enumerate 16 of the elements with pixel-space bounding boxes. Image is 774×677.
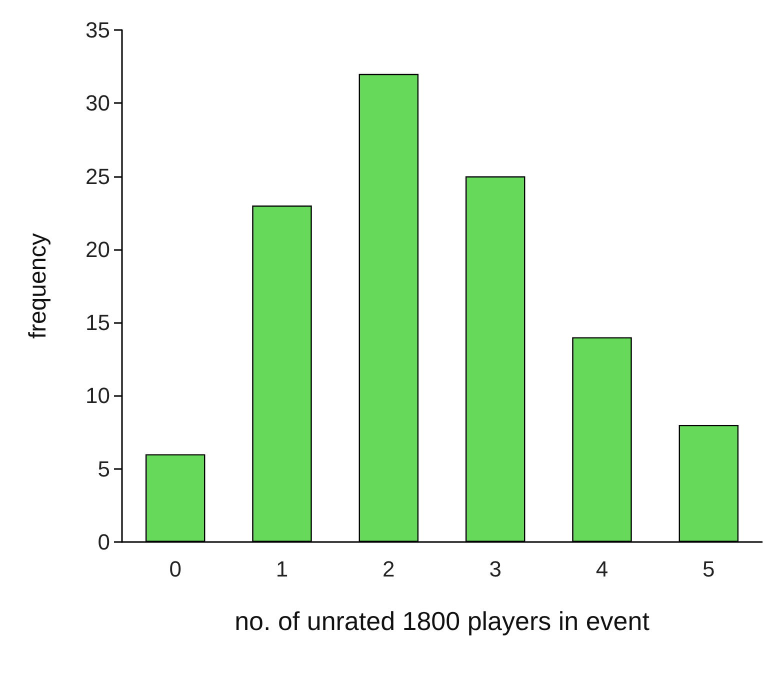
y-tick-label: 5	[98, 456, 110, 482]
y-tick-label: 35	[86, 18, 110, 42]
y-tick-label: 15	[86, 310, 110, 336]
y-tick-label: 20	[86, 236, 110, 262]
x-tick-label: 5	[702, 556, 715, 582]
y-axis-title: frequency	[24, 233, 52, 339]
x-tick-label: 4	[596, 556, 608, 582]
y-tick-label: 25	[86, 164, 110, 189]
y-tick-label: 10	[86, 383, 110, 408]
y-tick-label: 0	[98, 530, 110, 554]
y-tick-label: 30	[86, 90, 110, 116]
x-axis-title: no. of unrated 1800 players in event	[234, 606, 650, 636]
x-tick-label: 0	[169, 556, 182, 582]
x-tick-label: 3	[489, 556, 502, 582]
x-tick-label: 2	[382, 556, 395, 582]
x-tick-label: 1	[276, 556, 288, 582]
